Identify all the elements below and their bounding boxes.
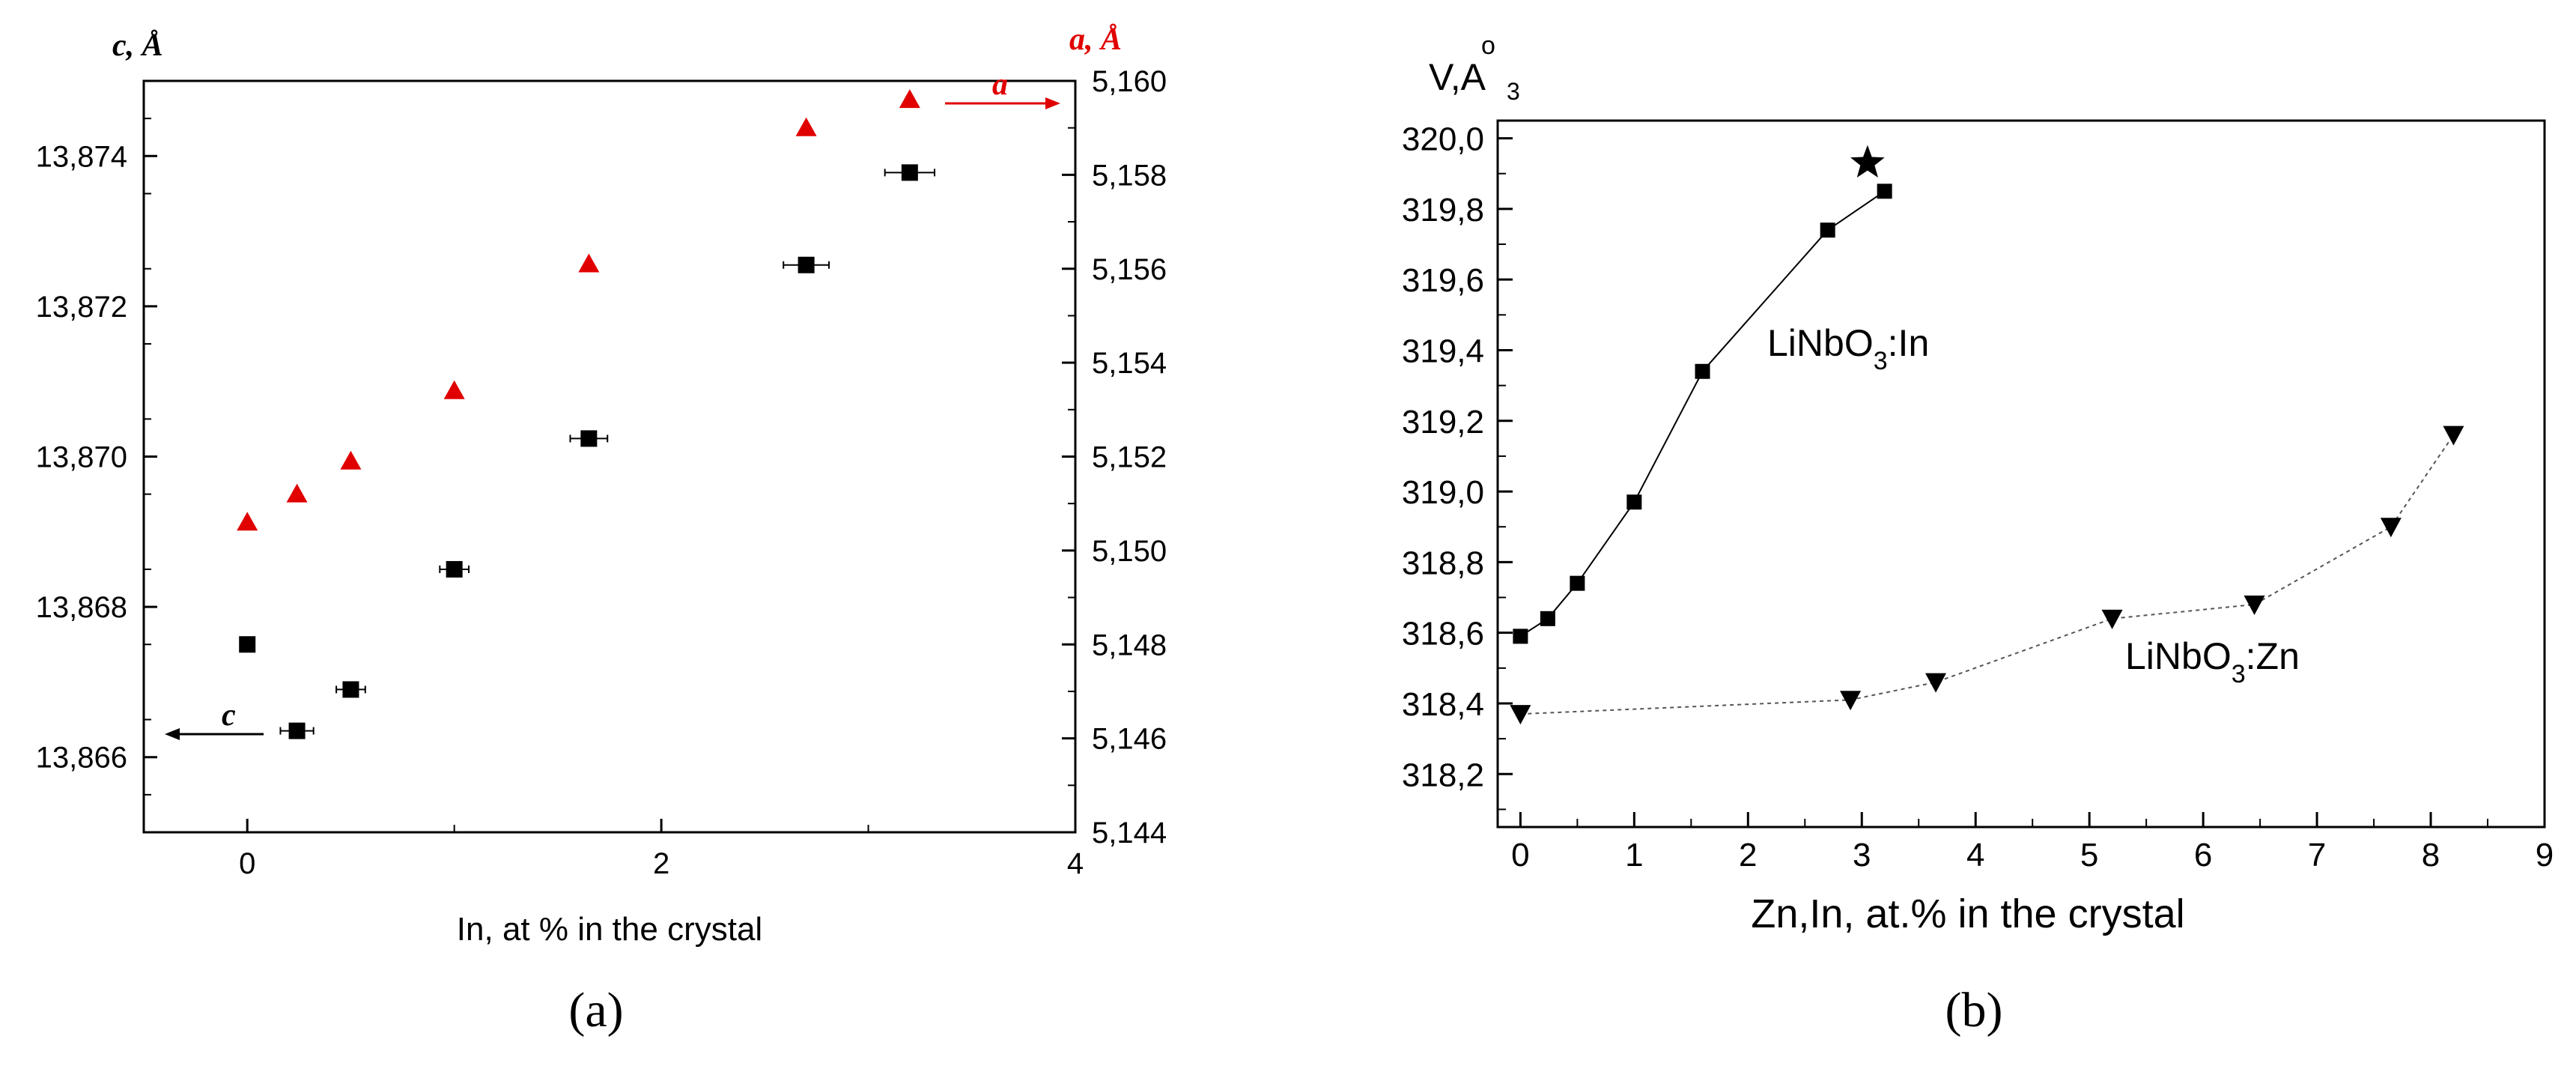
plot-a-left-tick-label: 13,872 [36,291,127,324]
plot-b-y-tick-label: 319,2 [1402,404,1484,440]
zn-point [2443,426,2464,446]
plot-b-lines [1519,190,2455,715]
plot-a-left-tick-label: 13,870 [36,441,127,474]
in-point [1626,494,1642,510]
zn-point [2380,518,2402,538]
in-point [1820,222,1835,238]
c-point [446,560,463,578]
svg-text:LiNbO3:In: LiNbO3:In [1767,322,1929,375]
zn-point [1510,705,1531,725]
in-point [1877,184,1892,199]
plot-a-annotation-c-text: c [222,698,236,733]
a-point [340,450,362,470]
plot-b-x-tick-label: 7 [2308,837,2326,873]
plot-a-annotation-c: c [165,698,264,740]
plot-a-right-tick-label: 5,152 [1092,441,1167,474]
c-point [901,164,918,181]
c-point [288,722,306,739]
plot-a-x-tick-label: 2 [653,847,669,880]
plot-a-annotation-a-text: a [992,67,1008,102]
plot-a-left-tick-label: 13,874 [36,140,127,173]
plot-a-right-tick-label: 5,144 [1092,817,1167,850]
zn-series-line [1520,434,2455,715]
plot-a-y-left-label: c, Å [112,28,163,63]
plot-b-y-tick-label: 318,6 [1402,616,1484,652]
plot-b-y-tick-label: 319,6 [1402,262,1484,299]
plot-b-series-label-in: LiNbO3:In [1767,322,1929,375]
plot-b-y-label: V,A 3 o [1429,31,1520,105]
a-point [286,483,308,503]
plot-a-right-tick-label: 5,148 [1092,629,1167,661]
panel-label-b: (b) [1945,983,2003,1038]
plot-a-right-tick-label: 5,156 [1092,253,1167,286]
plot-b-y-tick-label: 318,4 [1402,686,1484,723]
plot-b-x-tick-label: 8 [2422,837,2440,873]
plot-a-left-tick-label: 13,868 [36,591,127,624]
plot-b-marks [1510,145,2464,725]
plot-a-left-tick-label: 13,866 [36,742,127,775]
plot-b-x-tick-label: 1 [1625,837,1643,873]
plot-a-right-tick-label: 5,146 [1092,723,1167,756]
plot-a-left-ticks: 13,866 13,868 13,870 13,872 13,874 [36,118,157,796]
plot-a-right-ticks: 5,144 5,146 5,148 5,150 5,152 5,154 5,156 5,158… [1062,65,1167,850]
svg-text:LiNbO3:Zn: LiNbO3:Zn [2125,635,2300,688]
plot-b-x-tick-label: 0 [1511,837,1529,873]
plot-b-y-ticks: 318,2 318,4 318,6 318,8 319,0 319,2 319,4 319,6… [1402,121,1513,811]
a-point [899,89,920,109]
plot-b-x-tick-label: 4 [1966,837,1984,873]
plot-a-right-tick-label: 5,160 [1092,65,1167,98]
a-point [795,117,817,136]
in-series-line [1519,190,1886,638]
plot-a-annotation-a: a [945,67,1060,109]
plot-b-y-tick-label: 320,0 [1402,121,1484,158]
panel-b: 318,2 318,4 318,6 318,8 319,0 319,2 319,4 319,6… [1402,31,2554,1038]
plot-b-x-tick-label: 5 [2080,837,2098,873]
plot-b-frame [1496,119,2546,829]
a-point [237,512,258,531]
plot-a-x-ticks: 0 2 4 [239,819,1084,880]
in-point [1570,575,1585,591]
in-point [1513,629,1528,644]
plot-b-y-tick-label: 318,8 [1402,545,1484,581]
plot-a-frame [142,79,1077,834]
zn-point [1925,673,1947,693]
plot-a-right-tick-label: 5,158 [1092,159,1167,192]
plot-a-right-tick-label: 5,154 [1092,347,1167,380]
svg-text:3: 3 [1507,78,1520,105]
in-point [1540,611,1555,626]
plot-b-x-tick-label: 2 [1739,837,1757,873]
c-point [580,430,598,447]
plot-a-marks [237,89,936,739]
plot-b-x-label: Zn,In, at.% in the crystal [1751,891,2184,936]
svg-text:V,A: V,A [1429,56,1486,98]
panel-label-a: (a) [568,983,623,1038]
plot-b-y-tick-label: 319,8 [1402,192,1484,228]
plot-b-series-label-zn: LiNbO3:Zn [2125,635,2300,688]
zn-point [1840,691,1862,711]
plot-a-x-tick-label: 0 [239,847,255,880]
plot-a-x-label: In, at % in the crystal [457,911,762,948]
plot-b-x-tick-label: 9 [2536,837,2554,873]
plot-b-y-tick-label: 318,2 [1402,757,1484,793]
plot-b-x-tick-label: 6 [2194,837,2212,873]
star-point [1850,145,1885,178]
c-point [342,681,359,698]
c-point [239,636,256,653]
plot-b-x-ticks: 0 1 2 3 4 5 6 7 8 9 [1511,812,2554,873]
plot-a-y-right-label: a, Å [1069,22,1122,57]
in-point [1695,363,1710,379]
a-point [578,253,600,273]
plot-a-right-tick-label: 5,150 [1092,535,1167,568]
zn-point [2244,595,2265,615]
plot-b-y-tick-label: 319,0 [1402,474,1484,511]
plot-a-x-tick-label: 4 [1067,847,1084,880]
a-point [443,380,465,399]
svg-text:o: o [1481,31,1495,60]
plot-b-x-tick-label: 3 [1853,837,1871,873]
zn-point [2101,609,2123,629]
c-point [798,256,815,273]
plot-b-y-tick-label: 319,4 [1402,333,1484,369]
